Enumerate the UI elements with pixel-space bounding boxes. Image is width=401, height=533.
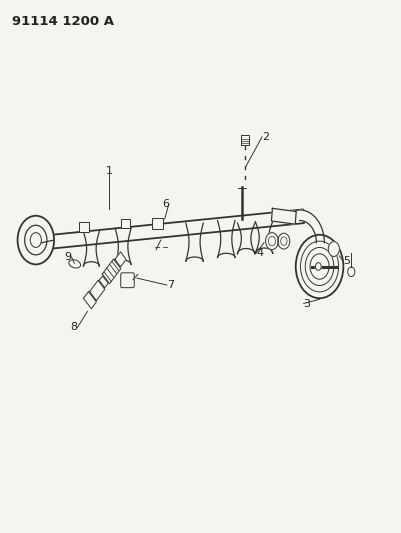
Polygon shape [41, 209, 304, 249]
Circle shape [296, 235, 343, 298]
Text: 3: 3 [304, 298, 311, 309]
Polygon shape [115, 252, 126, 267]
Polygon shape [102, 259, 121, 284]
Circle shape [18, 216, 54, 264]
Circle shape [265, 233, 278, 249]
Text: 7: 7 [167, 280, 174, 290]
FancyBboxPatch shape [152, 218, 163, 230]
Circle shape [30, 233, 41, 247]
Text: 2: 2 [262, 132, 269, 142]
FancyBboxPatch shape [121, 219, 130, 229]
FancyBboxPatch shape [121, 273, 134, 288]
Circle shape [316, 263, 321, 270]
Circle shape [348, 267, 355, 277]
Polygon shape [241, 135, 249, 145]
Ellipse shape [69, 260, 81, 268]
Polygon shape [99, 276, 108, 288]
Polygon shape [300, 210, 324, 243]
Text: 9: 9 [65, 252, 71, 262]
Circle shape [328, 241, 339, 256]
Text: 6: 6 [162, 199, 169, 209]
Polygon shape [90, 280, 105, 301]
Text: 4: 4 [256, 248, 263, 259]
Polygon shape [83, 292, 96, 309]
Text: 1: 1 [106, 166, 113, 176]
Circle shape [278, 233, 290, 249]
Text: 8: 8 [70, 322, 77, 332]
Circle shape [25, 225, 47, 255]
Polygon shape [271, 208, 296, 224]
Text: 91114 1200 A: 91114 1200 A [12, 15, 114, 28]
Text: 5: 5 [343, 256, 350, 266]
FancyBboxPatch shape [79, 222, 89, 232]
